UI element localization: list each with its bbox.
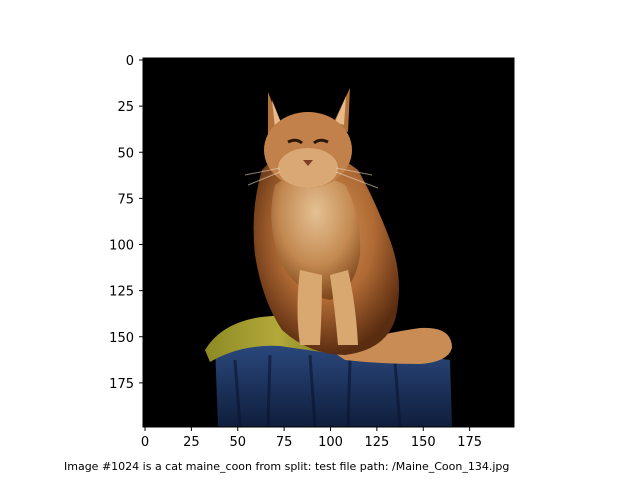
cat-front-legs bbox=[297, 270, 358, 345]
y-tick-label: 25 bbox=[117, 100, 134, 115]
y-axis: 0 25 50 75 100 125 150 175 bbox=[109, 54, 143, 392]
image-caption: Image #1024 is a cat maine_coon from spl… bbox=[64, 460, 510, 473]
x-tick-label: 25 bbox=[183, 435, 200, 450]
y-tick-label: 0 bbox=[126, 54, 134, 69]
cat-tail bbox=[330, 327, 452, 364]
cat-chest bbox=[271, 173, 361, 300]
y-tick-label: 125 bbox=[109, 285, 134, 300]
x-tick-label: 100 bbox=[318, 435, 343, 450]
y-tick-label: 175 bbox=[109, 377, 134, 392]
x-tick-label: 175 bbox=[457, 435, 482, 450]
y-tick-label: 150 bbox=[109, 331, 134, 346]
cat-head bbox=[264, 88, 352, 188]
plot-frame bbox=[142, 57, 515, 428]
y-tick-label: 75 bbox=[117, 192, 134, 207]
y-tick-label: 100 bbox=[109, 239, 134, 254]
x-axis: 0 25 50 75 100 125 150 175 bbox=[141, 427, 482, 450]
y-tick-label: 50 bbox=[117, 146, 134, 161]
x-tick-label: 50 bbox=[229, 435, 246, 450]
x-tick-label: 125 bbox=[364, 435, 389, 450]
x-tick-label: 150 bbox=[411, 435, 436, 450]
x-tick-label: 75 bbox=[276, 435, 293, 450]
x-tick-label: 0 bbox=[141, 435, 149, 450]
cat-photo bbox=[143, 58, 514, 427]
